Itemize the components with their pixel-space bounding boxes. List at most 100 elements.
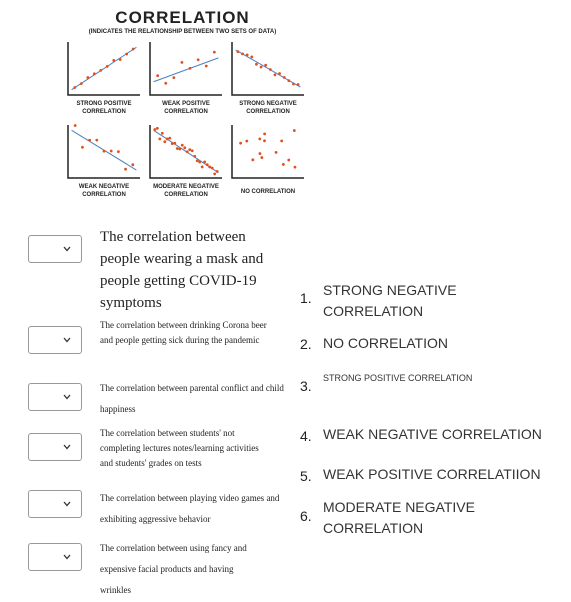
trend-line (235, 49, 301, 88)
chevron (63, 337, 71, 343)
plot-dot (258, 152, 262, 155)
plot-dot (88, 138, 91, 142)
plot-dot (282, 75, 286, 79)
plot-dot (175, 147, 179, 150)
plot-dot (73, 124, 77, 127)
question-text: The correlation between parental conflic… (100, 383, 284, 414)
plot-dot (131, 47, 135, 51)
plot-dot (188, 148, 192, 152)
plot-dot (105, 65, 109, 68)
plot-dot (153, 128, 157, 131)
plot-dot (165, 137, 169, 141)
panel-label: NO CORRELATION (223, 188, 313, 196)
plot-dot (245, 139, 249, 143)
plot-dot (245, 53, 249, 57)
plot-dot (178, 147, 182, 151)
plot-dot (193, 154, 197, 158)
plot-dot (203, 160, 207, 164)
plot-dot (198, 160, 202, 164)
panel-label: STRONG NEGATIVE CORRELATION (223, 100, 313, 116)
option-number: 2. (300, 336, 312, 352)
plot-dot (208, 165, 212, 169)
panel-label-line: WEAK POSITIVE (162, 101, 210, 107)
panel-label: WEAK POSITIVE CORRELATION (141, 100, 231, 116)
plot-dot (172, 76, 176, 80)
plot-dot (188, 66, 192, 70)
plot-axes (149, 42, 222, 96)
infographic-title: CORRELATION (115, 8, 250, 27)
plot-dot (255, 62, 258, 66)
plot-dot (73, 86, 77, 89)
panel-label: WEAK NEGATIVE CORRELATION (59, 183, 149, 199)
plot-dot (259, 65, 263, 69)
question-text: The correlation between using fancy and … (100, 543, 247, 595)
answer-dropdown[interactable] (28, 326, 82, 354)
plot-dot (173, 141, 177, 145)
plot-dot (287, 158, 291, 162)
plot-dot (292, 82, 295, 86)
panel-label-line: CORRELATION (246, 109, 290, 115)
plot-dot (86, 76, 90, 79)
infographic-plots (67, 42, 304, 179)
option-number: 5. (300, 468, 312, 484)
plot-dot (278, 72, 281, 75)
plot-dot (156, 74, 160, 78)
plot-dot (239, 141, 242, 145)
plot-dot (124, 167, 127, 171)
question-text: The correlation between drinking Corona … (100, 320, 267, 345)
panel-label-line: STRONG POSITIVE (76, 101, 132, 107)
plot-dot (264, 63, 268, 67)
plot-dot (79, 82, 83, 85)
panel-label: STRONG POSITIVE CORRELATION (59, 100, 149, 116)
plot-dot (204, 64, 208, 68)
panel-label-line: STRONG NEGATIVE (239, 101, 297, 107)
option-text: WEAK POSITIVE CORRELATIION (323, 466, 541, 482)
plot-dot (196, 58, 200, 62)
trend-line (153, 57, 219, 83)
panel-label-line: NO CORRELATION (240, 189, 296, 195)
plot-axes (231, 42, 304, 96)
panel-label-line: WEAK NEGATIVE (78, 184, 130, 190)
question-text: The correlation between students' not co… (100, 428, 259, 468)
plot-dot (125, 52, 129, 56)
plot-dot (274, 150, 278, 154)
plot-dot (236, 50, 240, 53)
panel-label: MODERATE NEGATIVE CORRELATION (141, 183, 231, 199)
answer-dropdown[interactable] (28, 235, 82, 263)
plot-dot (250, 55, 254, 59)
plot-dot (268, 68, 272, 71)
plot-dot (81, 145, 84, 149)
plot-dot (112, 58, 116, 62)
plot-axes (67, 42, 140, 96)
answer-dropdown[interactable] (28, 433, 82, 461)
plot-dot (260, 156, 264, 159)
plot-dot (168, 136, 172, 140)
plot-dot (263, 132, 267, 136)
plot-dot (287, 79, 291, 83)
plot-dot (296, 83, 300, 86)
plot-dot (164, 81, 168, 85)
panel-label-line: CORRELATION (82, 109, 126, 115)
plot-dot (195, 159, 199, 163)
plot-dot (212, 50, 216, 54)
plot-dot (215, 169, 219, 173)
panel-label-line: CORRELATION (164, 192, 208, 198)
option-text: STRONG POSITIVE CORRELATION (323, 373, 473, 383)
option-text: STRONG NEGATIVE CORRELATION (323, 282, 457, 319)
plot-dot (205, 163, 209, 167)
plot-dot (160, 131, 164, 135)
answer-dropdown[interactable] (28, 490, 82, 518)
plot-dot (292, 129, 296, 132)
answer-dropdown[interactable] (28, 383, 82, 411)
chevron (63, 394, 71, 400)
chevron (63, 501, 71, 507)
plot-dot (190, 149, 194, 153)
answer-dropdown[interactable] (28, 543, 82, 571)
option-text: NO CORRELATION (323, 335, 448, 351)
plot-dot (170, 142, 174, 146)
chevron (63, 444, 71, 450)
plot-dot (163, 140, 167, 144)
plot-dot (251, 158, 255, 162)
plot-axes (67, 125, 140, 179)
